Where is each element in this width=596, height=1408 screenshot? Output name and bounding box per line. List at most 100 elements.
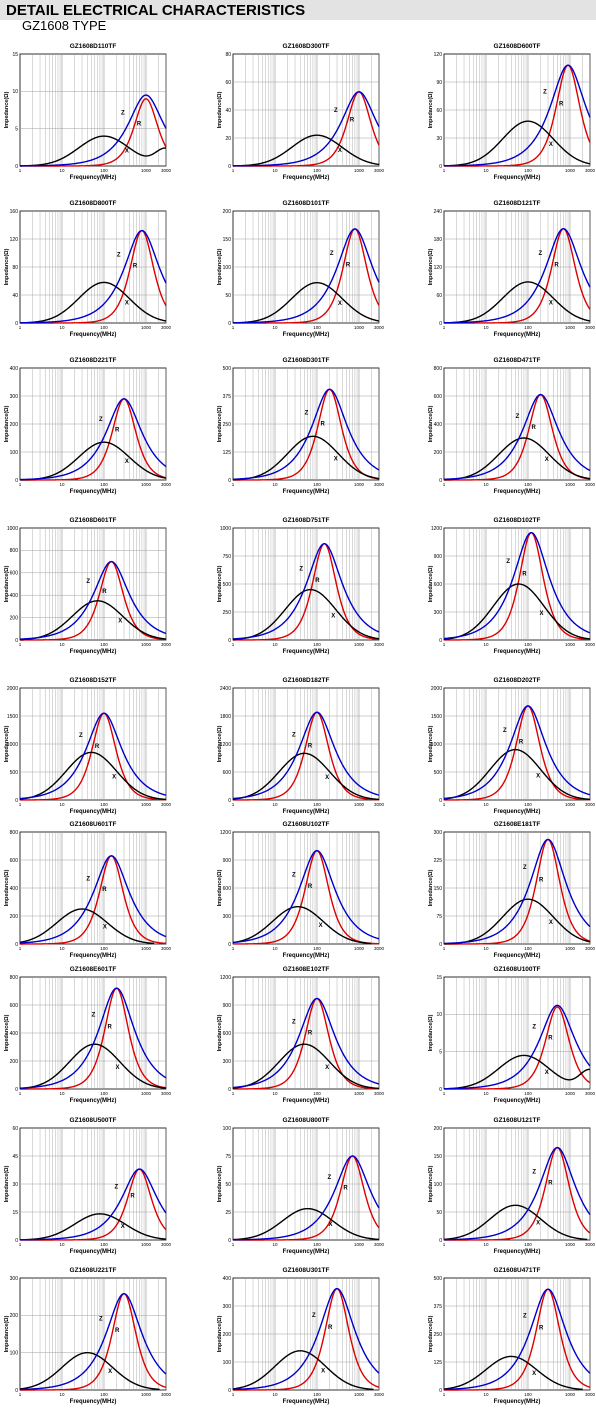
y-axis-label: Impedance(Ω) xyxy=(428,1315,434,1352)
plot-area xyxy=(19,53,167,167)
x-tick-label: 10 xyxy=(59,946,65,951)
x-tick-label: 10 xyxy=(272,168,278,173)
chart-title: GZ1608D110TF xyxy=(70,43,117,50)
x-tick-label: 1 xyxy=(19,802,22,807)
chart-panel: GZ1608U800TF 0 25 50 75 100 1 10 100 1000 3000 Freq… xyxy=(217,1117,385,1255)
series-r-label: R xyxy=(130,1193,135,1199)
x-tick-label: 1 xyxy=(19,642,22,647)
x-tick-label: 100 xyxy=(524,1091,532,1096)
y-axis-label: Impedance(Ω) xyxy=(4,1315,10,1352)
series-x-line xyxy=(443,1355,583,1391)
series-r-line xyxy=(233,388,380,481)
x-tick-label: 3000 xyxy=(374,325,385,330)
x-tick-label: 3000 xyxy=(585,642,596,647)
x-tick-label: 1 xyxy=(19,946,22,951)
y-tick-label: 0 xyxy=(228,1087,231,1093)
chart-panel: GZ1608U100TF 0 5 10 15 1 10 100 1000 3000 Frequenc… xyxy=(428,966,596,1104)
x-axis-label: Frequency(MHz) xyxy=(494,1249,541,1255)
y-tick-label: 120 xyxy=(434,52,443,58)
x-axis-label: Frequency(MHz) xyxy=(283,1399,330,1405)
series-r-label: R xyxy=(115,1328,120,1334)
series-x-line xyxy=(443,437,591,481)
x-tick-label: 100 xyxy=(524,802,532,807)
series-x-label: X xyxy=(325,775,329,781)
series-r-label: R xyxy=(102,887,107,893)
series-x-label: X xyxy=(118,618,122,624)
series-x-line xyxy=(443,120,591,167)
y-tick-label: 150 xyxy=(434,886,443,892)
plot-area xyxy=(19,527,167,641)
y-tick-label: 0 xyxy=(439,1388,442,1394)
y-tick-label: 200 xyxy=(10,914,19,920)
y-tick-label: 2400 xyxy=(220,686,231,692)
page-title: DETAIL ELECTRICAL CHARACTERISTICS xyxy=(6,2,306,19)
series-x-label: X xyxy=(325,1065,329,1071)
series-z-line xyxy=(20,94,167,167)
y-axis-label: Impedance(Ω) xyxy=(428,725,434,762)
series-z-line xyxy=(19,1292,167,1391)
x-tick-label: 10 xyxy=(59,802,65,807)
x-tick-label: 1000 xyxy=(565,802,576,807)
y-tick-label: 90 xyxy=(436,80,442,86)
y-tick-label: 180 xyxy=(434,237,443,243)
chart-panel: GZ1608U471TF 0 125 250 375 500 1 10 100 1000 3000 F… xyxy=(428,1267,596,1405)
y-tick-label: 25 xyxy=(225,1210,231,1216)
x-tick-label: 100 xyxy=(100,1091,108,1096)
series-z-label: Z xyxy=(86,876,90,882)
y-tick-label: 0 xyxy=(228,321,231,327)
series-x-label: X xyxy=(536,773,540,779)
series-z-label: Z xyxy=(99,417,103,423)
x-tick-label: 100 xyxy=(313,1242,321,1247)
series-z-line xyxy=(443,531,591,640)
series-x-line xyxy=(443,583,591,640)
series-z-line xyxy=(232,849,380,944)
x-tick-label: 1 xyxy=(443,946,446,951)
chart-title: GZ1608U102TF xyxy=(283,821,330,828)
y-tick-label: 0 xyxy=(228,478,231,484)
series-x-label: X xyxy=(545,1070,549,1076)
y-axis-label: Impedance(Ω) xyxy=(428,565,434,602)
y-axis-label: Impedance(Ω) xyxy=(4,91,10,128)
series-r-label: R xyxy=(559,102,564,108)
x-axis-label: Frequency(MHz) xyxy=(70,1098,117,1104)
x-tick-label: 3000 xyxy=(585,482,596,487)
x-axis-label: Frequency(MHz) xyxy=(494,489,541,495)
x-tick-label: 3000 xyxy=(161,1392,172,1397)
series-r-label: R xyxy=(346,263,351,269)
y-tick-label: 200 xyxy=(223,1332,232,1338)
series-r-line xyxy=(233,997,380,1090)
x-tick-label: 100 xyxy=(524,946,532,951)
x-tick-label: 3000 xyxy=(161,168,172,173)
y-tick-label: 60 xyxy=(12,1126,18,1132)
chart-panel: GZ1608U221TF 0 100 200 300 1 10 100 1000 3000 Freq… xyxy=(4,1267,172,1405)
chart-title: GZ1608D221TF xyxy=(70,357,117,364)
series-x-label: X xyxy=(338,301,342,307)
y-tick-label: 150 xyxy=(434,1154,443,1160)
y-tick-label: 750 xyxy=(223,554,232,560)
series-z-line xyxy=(232,997,380,1089)
y-tick-label: 375 xyxy=(434,1304,443,1310)
x-tick-label: 10 xyxy=(59,642,65,647)
y-tick-label: 500 xyxy=(10,770,19,776)
y-tick-label: 1800 xyxy=(220,714,231,720)
y-tick-label: 45 xyxy=(12,1154,18,1160)
chart-panel: GZ1608D152TF 0 500 1000 1500 2000 1 10 100 1000 30… xyxy=(4,677,172,815)
chart-panel: GZ1608U301TF 0 100 200 300 400 1 10 100 1000 3000 F… xyxy=(217,1267,385,1405)
x-axis-label: Frequency(MHz) xyxy=(283,332,330,338)
series-x-line xyxy=(19,281,167,324)
y-axis-label: Impedance(Ω) xyxy=(217,1014,223,1051)
y-axis-label: Impedance(Ω) xyxy=(428,248,434,285)
chart-title: GZ1608D121TF xyxy=(494,200,541,207)
y-tick-label: 250 xyxy=(223,422,232,428)
x-tick-label: 10 xyxy=(483,1242,489,1247)
series-x-label: X xyxy=(121,1224,125,1230)
chart-title: GZ1608D202TF xyxy=(494,677,541,684)
x-tick-label: 100 xyxy=(524,482,532,487)
series-r-label: R xyxy=(539,877,544,883)
x-axis-label: Frequency(MHz) xyxy=(70,809,117,815)
series-z-label: Z xyxy=(305,410,309,416)
x-tick-label: 1000 xyxy=(354,802,365,807)
y-tick-label: 200 xyxy=(10,422,19,428)
chart-title: GZ1608D102TF xyxy=(494,517,541,524)
